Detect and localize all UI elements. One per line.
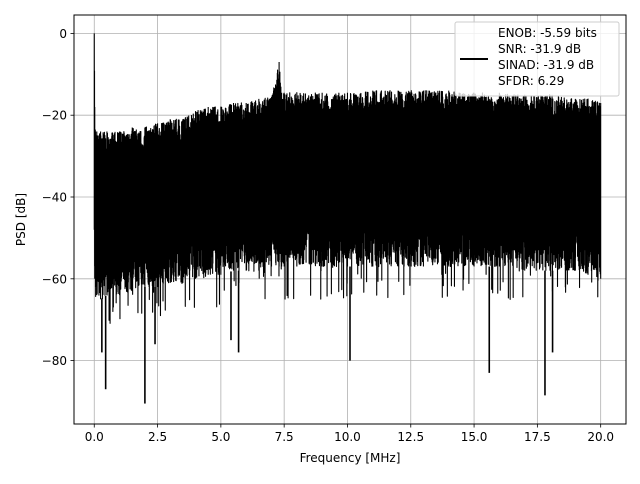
psd-trace: [93, 33, 602, 324]
legend-sinad: SINAD: -31.9 dB: [498, 58, 594, 72]
legend-box: [454, 21, 620, 97]
plot-frame: [73, 14, 627, 425]
x-tick-label: 5.0: [211, 430, 230, 444]
data-layer: [93, 33, 602, 404]
legend: ENOB: -5.59 bits SNR: -31.9 dB SINAD: -3…: [454, 21, 620, 97]
x-tick-label: 2.5: [148, 430, 167, 444]
x-tick-label: 10.0: [334, 430, 361, 444]
y-tick-label: −80: [42, 354, 67, 368]
x-tick-label: 0.0: [85, 430, 104, 444]
legend-snr: SNR: -31.9 dB: [498, 42, 581, 56]
y-axis-label: PSD [dB]: [14, 193, 28, 246]
x-tick-label: 20.0: [587, 430, 614, 444]
x-axis-label: Frequency [MHz]: [300, 451, 401, 465]
legend-sfdr: SFDR: 6.29: [498, 74, 564, 88]
x-tick-label: 15.0: [461, 430, 488, 444]
y-tick-label: 0: [59, 27, 67, 41]
y-tick-label: −40: [42, 191, 67, 205]
x-tick-label: 17.5: [524, 430, 551, 444]
x-tick-label: 12.5: [397, 430, 424, 444]
y-tick-label: −20: [42, 109, 67, 123]
legend-enob: ENOB: -5.59 bits: [498, 26, 597, 40]
x-tick-label: 7.5: [275, 430, 294, 444]
tick-layer: 0.0 2.5 5.0 7.5 10.0 12.5 15.0 17.5 20.0 0 −20 −40 −…: [42, 27, 614, 444]
y-tick-label: −60: [42, 272, 67, 286]
